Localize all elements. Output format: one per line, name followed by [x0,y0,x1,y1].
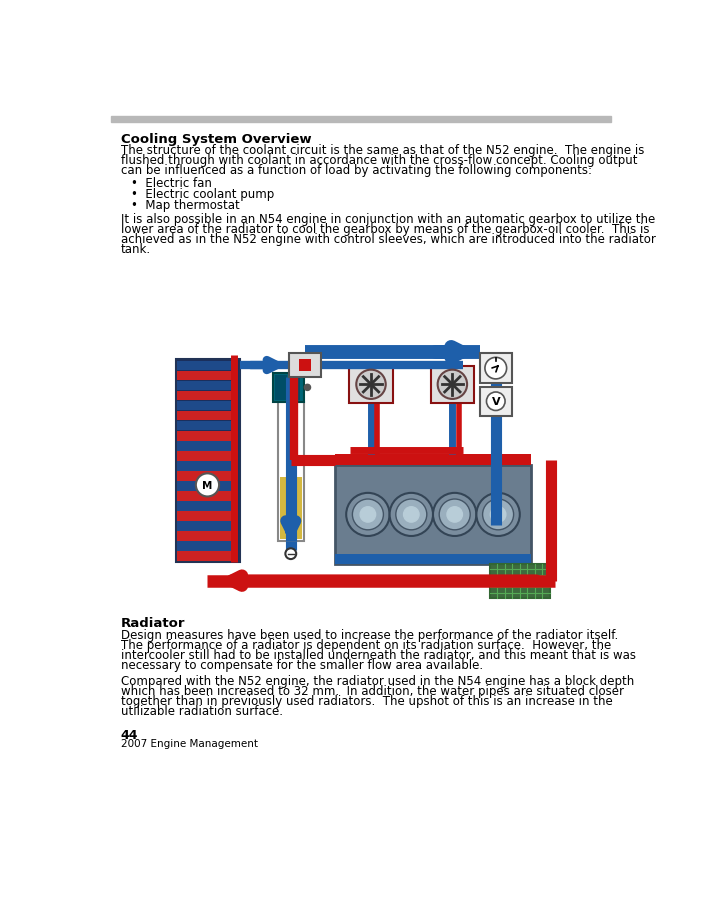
Circle shape [196,474,219,497]
Text: can be influenced as a function of load by activating the following components:: can be influenced as a function of load … [121,165,591,177]
Bar [177,412,238,421]
Text: which has been increased to 32 mm.  In addition, the water pipes are situated cl: which has been increased to 32 mm. In ad… [121,684,624,697]
Text: M: M [202,481,213,491]
Bar [479,354,512,383]
Bar [275,376,281,401]
Text: Cooling System Overview: Cooling System Overview [121,132,312,145]
Bar [335,466,532,564]
Circle shape [491,507,506,523]
Circle shape [356,370,386,400]
Bar [111,118,611,122]
Text: •  Map thermostat: • Map thermostat [130,199,240,211]
Bar [299,359,312,372]
Bar [177,502,238,511]
Circle shape [396,499,427,530]
Bar [295,376,300,401]
Bar [177,471,238,481]
Bar [177,492,238,501]
Text: utilizable radiation surface.: utilizable radiation surface. [121,704,283,717]
Text: flushed through with coolant in accordance with the cross-flow concept. Cooling : flushed through with coolant in accordan… [121,154,637,167]
Text: 2007 Engine Management: 2007 Engine Management [121,739,257,749]
Bar [177,432,238,441]
Circle shape [447,507,462,523]
Bar [177,551,238,561]
Circle shape [477,494,520,537]
Bar [177,512,238,521]
Text: intercooler still had to be installed underneath the radiator, and this meant th: intercooler still had to be installed un… [121,648,636,661]
Bar [177,482,238,491]
Text: The performance of a radiator is dependent on its radiation surface.  However, t: The performance of a radiator is depende… [121,638,611,651]
Circle shape [286,549,296,560]
Bar [273,373,304,403]
Bar [177,452,238,461]
Text: Compared with the N52 engine, the radiator used in the N54 engine has a block de: Compared with the N52 engine, the radiat… [121,674,634,687]
Bar [335,555,532,564]
Bar [176,359,240,562]
Bar [177,442,238,451]
Bar [177,522,238,531]
Circle shape [352,499,384,530]
Text: The structure of the coolant circuit is the same as that of the N52 engine.  The: The structure of the coolant circuit is … [121,144,644,157]
Circle shape [390,494,433,537]
Bar [177,391,238,401]
Bar [489,564,550,598]
Bar [177,461,238,471]
Bar [278,403,304,541]
Text: V: V [491,397,500,407]
Circle shape [403,507,419,523]
Text: together than in previously used radiators.  The upshot of this is an increase i: together than in previously used radiato… [121,694,613,707]
Bar [177,362,238,371]
Text: lower area of the radiator to cool the gearbox by means of the gearbox-oil coole: lower area of the radiator to cool the g… [121,222,649,235]
Circle shape [485,357,507,380]
Bar [177,422,238,431]
Text: •  Electric fan: • Electric fan [130,177,212,190]
Text: •  Electric coolant pump: • Electric coolant pump [130,188,274,201]
Circle shape [433,494,477,537]
Text: 44: 44 [121,728,138,741]
Circle shape [305,385,310,391]
Text: necessary to compensate for the smaller flow area available.: necessary to compensate for the smaller … [121,658,483,671]
Circle shape [486,392,505,411]
Bar [177,542,238,551]
Circle shape [438,370,467,400]
Bar [177,372,238,381]
Circle shape [439,499,470,530]
Bar [280,477,302,539]
Bar [281,376,288,401]
Bar [335,455,532,466]
Text: achieved as in the N52 engine with control sleeves, which are introduced into th: achieved as in the N52 engine with contr… [121,233,656,245]
Bar [177,381,238,391]
Text: tank.: tank. [121,243,151,255]
Circle shape [483,499,514,530]
Bar [349,367,393,403]
Bar [479,387,512,416]
Bar [288,376,294,401]
Text: Radiator: Radiator [121,617,185,630]
Bar [177,532,238,541]
Bar [289,353,321,378]
Text: It is also possible in an N54 engine in conjunction with an automatic gearbox to: It is also possible in an N54 engine in … [121,212,655,225]
Bar [431,367,474,403]
Circle shape [360,507,376,523]
Bar [177,402,238,411]
Text: Design measures have been used to increase the performance of the radiator itsel: Design measures have been used to increa… [121,628,618,641]
Circle shape [346,494,390,537]
